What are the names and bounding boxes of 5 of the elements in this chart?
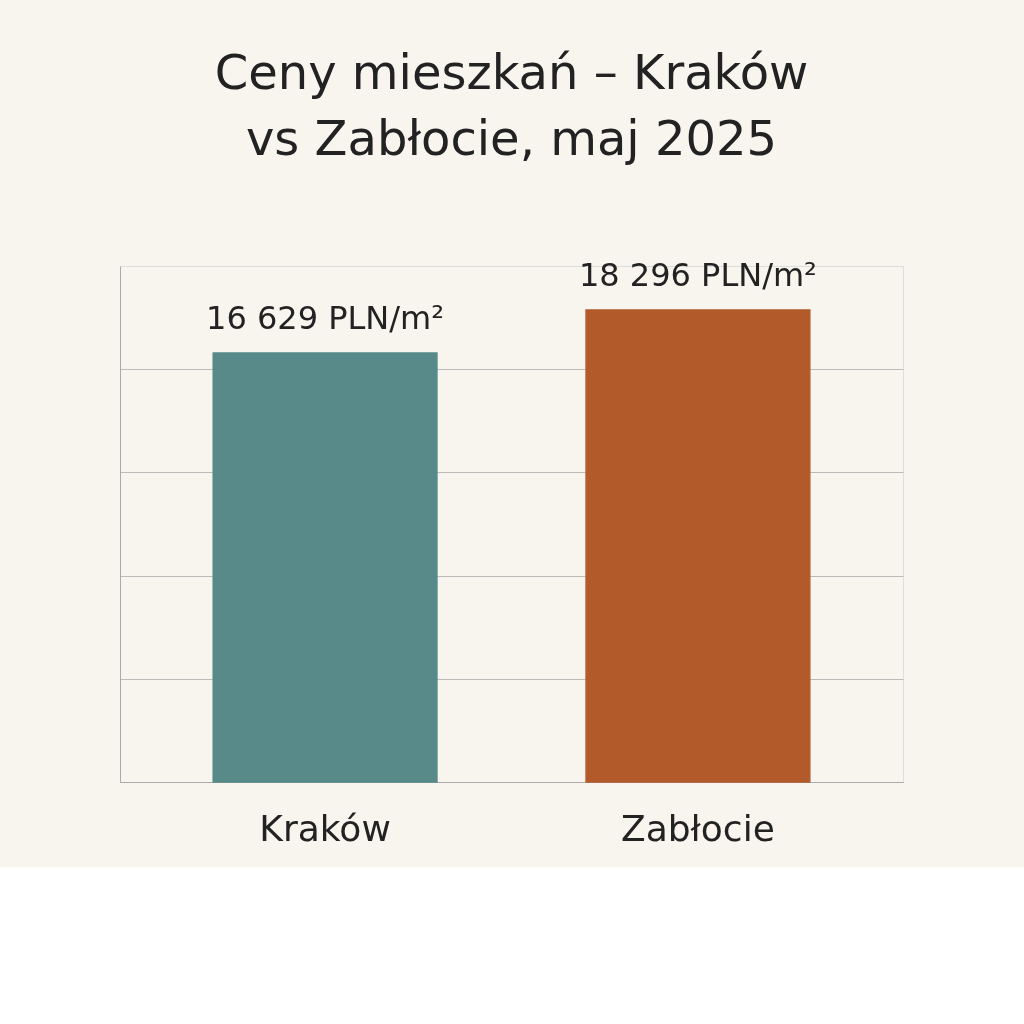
x-tick-label: Kraków (259, 807, 391, 849)
x-tick-label: Zabłocie (621, 807, 775, 849)
chart-title: Ceny mieszkań – Kraków vs Zabłocie, maj 2025 (214, 43, 809, 166)
data-label: 18 296 PLN/m² (578, 255, 817, 294)
data-label: 16 629 PLN/m² (206, 298, 445, 337)
